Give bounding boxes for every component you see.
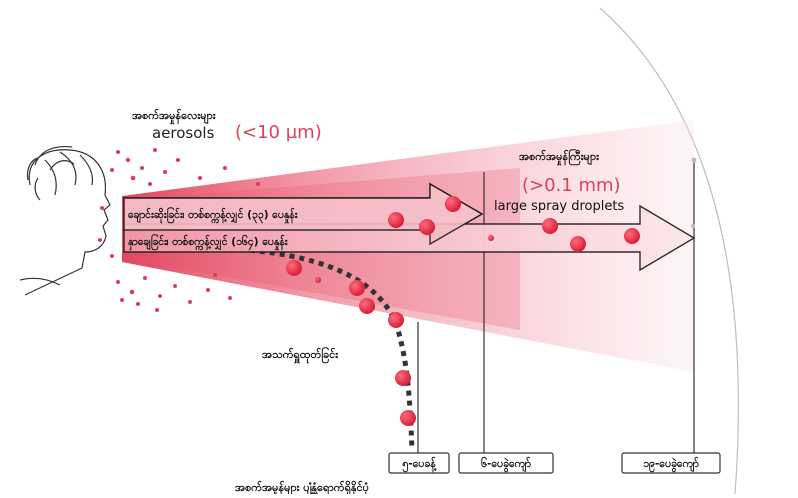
bottom-caption: အစက်အမှုန်များ ပျံ့နှံ့ရောက်ရှိနိုင်ပုံ xyxy=(235,480,369,494)
droplets-label: large spray droplets xyxy=(494,199,624,214)
aerosol-particles xyxy=(98,148,260,312)
distance-label-5ft: ၅-ပေခန့် xyxy=(401,457,437,473)
breathing-trajectory xyxy=(209,245,415,451)
sneeze-label: ချောင်းဆိုးခြင်း၊ တစ်စက္ကန့်လျှင် (၃၃) ပ… xyxy=(128,207,298,224)
distance-badge-19ft: ၁၉-ပေခွဲကျော် xyxy=(621,452,721,474)
distance-badge-5ft: ၅-ပေခန့် xyxy=(388,452,450,474)
breathing-label: အသက်ရှူထုတ်ခြင်း xyxy=(262,346,339,364)
aerosols-label-my: အစက်အမှုန်လေးများ xyxy=(132,108,217,125)
distance-label-6ft: ၆-ပေခွဲကျော် xyxy=(481,457,531,473)
large-droplets xyxy=(286,196,640,426)
aerosols-label: aerosols xyxy=(152,124,215,142)
droplets-label-my: အစက်အမှုန်ကြီးများ xyxy=(519,148,600,166)
person-head-icon xyxy=(19,145,111,296)
droplets-size: (>0.1 mm) xyxy=(522,175,621,196)
cough-arrow xyxy=(123,204,696,272)
distance-label-19ft: ၁၉-ပေခွဲကျော် xyxy=(643,457,699,473)
aerosols-size: (<10 µm) xyxy=(235,122,322,143)
cough-label: နှာချေခြင်း၊ တစ်စက္ကန့်လျှင် (၁၆၄) ပေနှု… xyxy=(128,234,288,251)
distance-badge-6ft: ၆-ပေခွဲကျော် xyxy=(458,452,554,474)
range-arc xyxy=(599,7,739,495)
